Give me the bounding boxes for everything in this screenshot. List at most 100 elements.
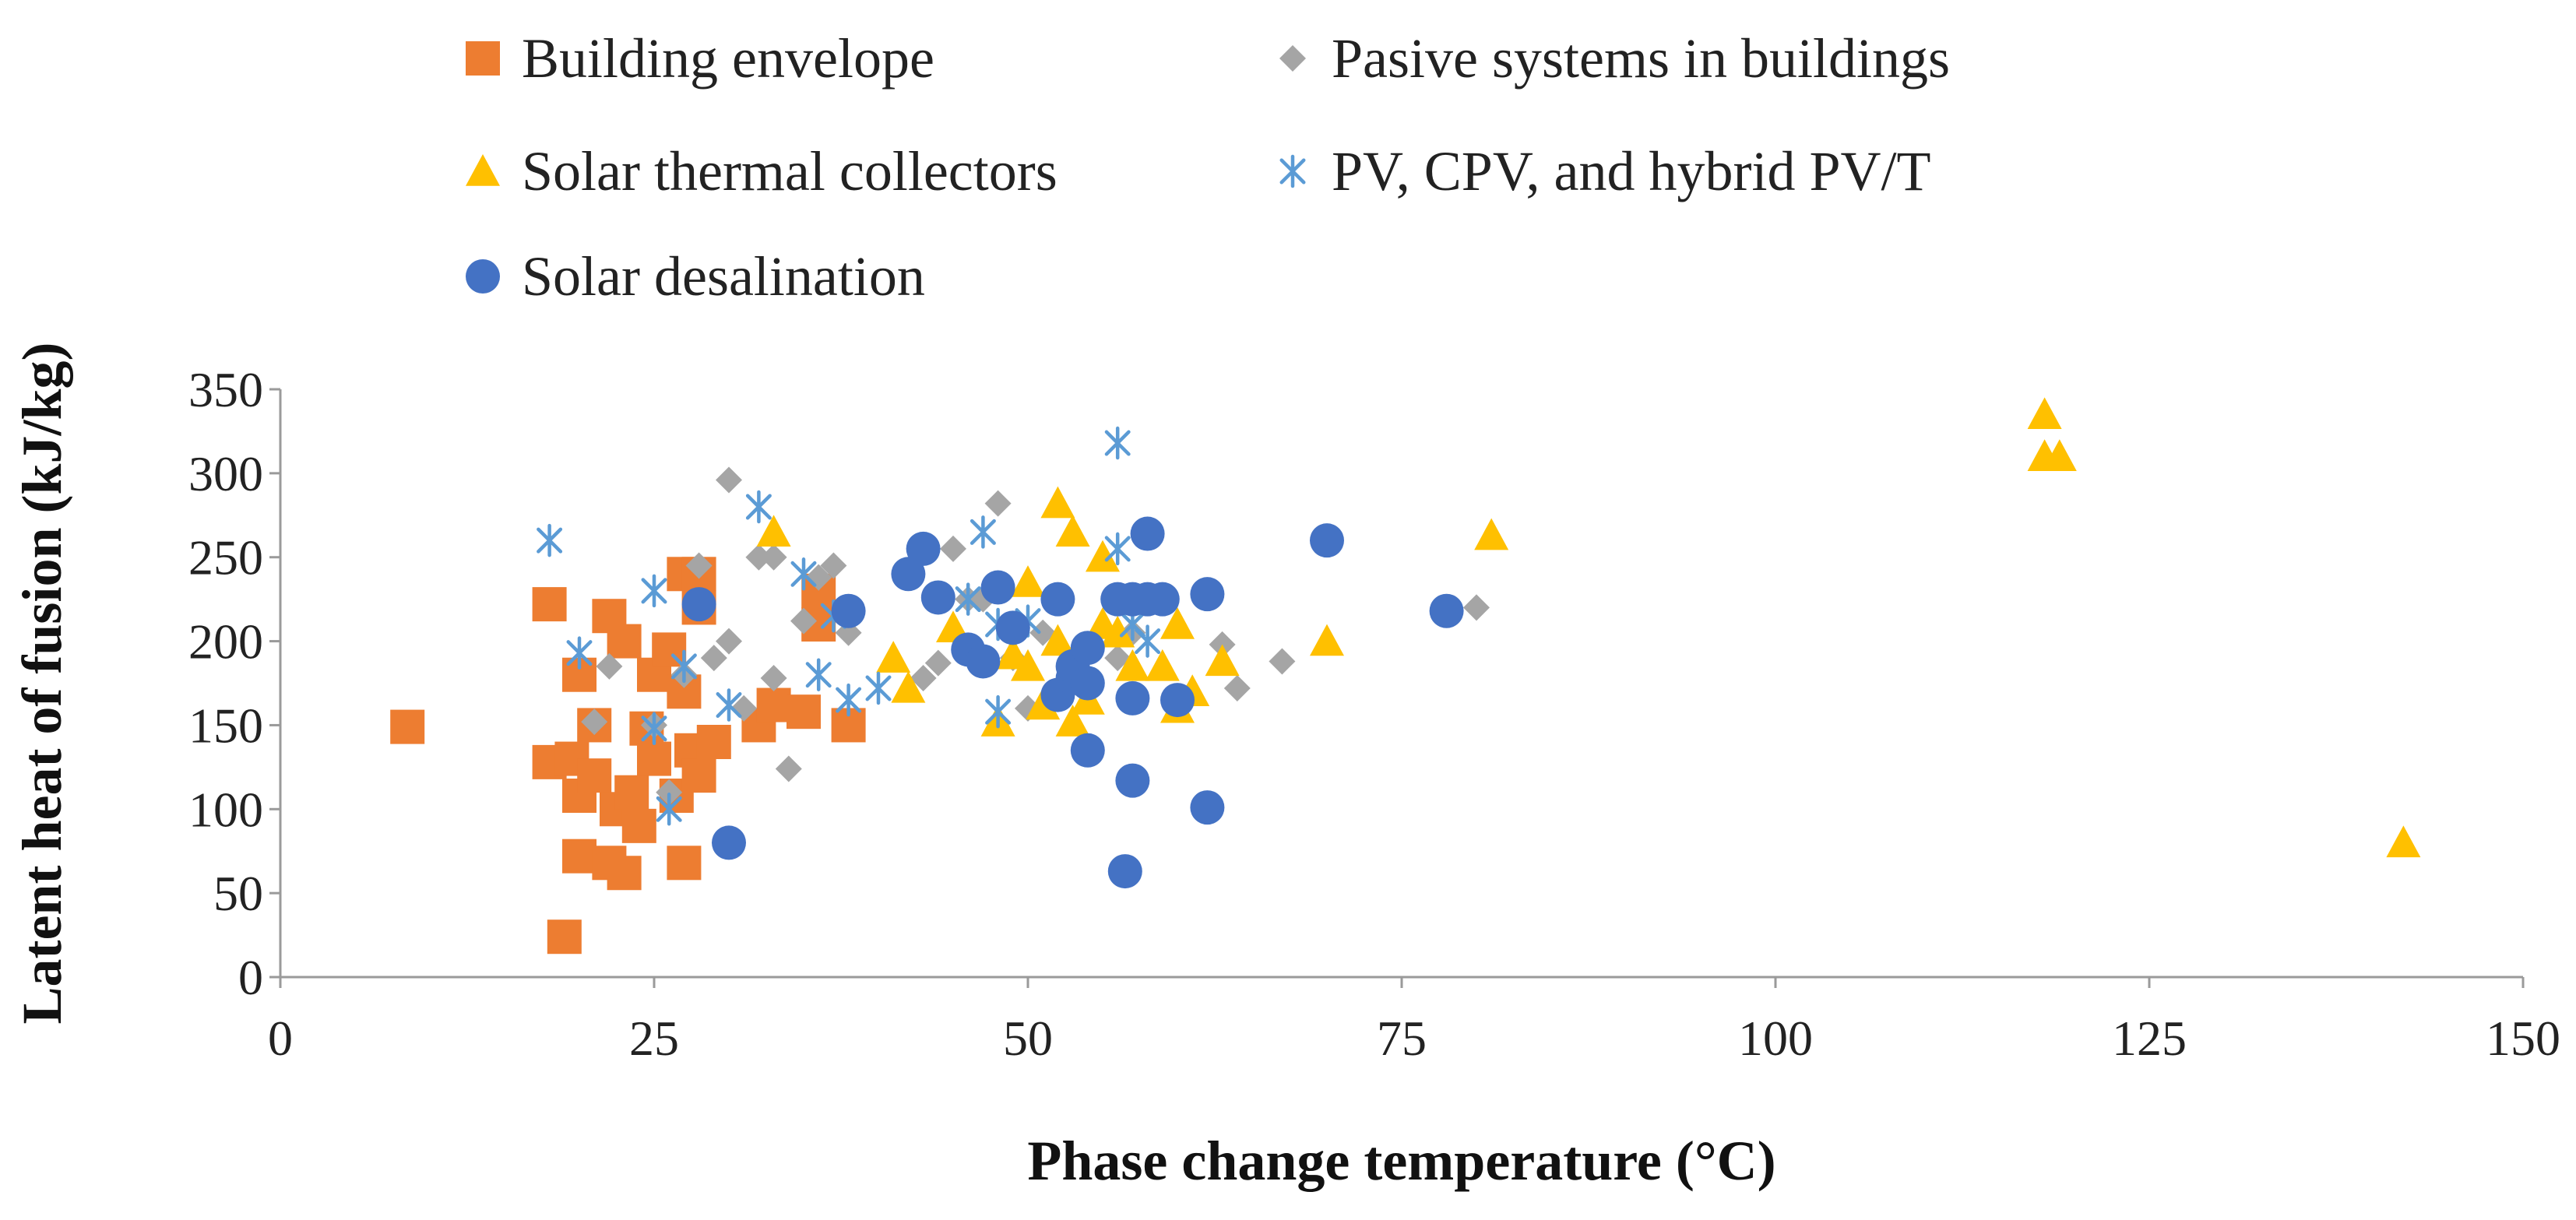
series-triangle bbox=[756, 397, 2421, 858]
data-point bbox=[537, 523, 563, 557]
data-point bbox=[607, 624, 642, 659]
data-point bbox=[745, 490, 772, 524]
data-point bbox=[1104, 645, 1131, 672]
x-axis-title: Phase change temperature (°C) bbox=[1027, 1130, 1775, 1192]
data-point bbox=[656, 793, 682, 826]
data-point bbox=[984, 490, 1012, 517]
data-point bbox=[1040, 486, 1075, 519]
data-point bbox=[920, 580, 955, 615]
data-point bbox=[1190, 790, 1225, 825]
data-point bbox=[980, 570, 1015, 605]
data-point bbox=[1026, 687, 1061, 720]
data-point bbox=[1474, 518, 1509, 550]
y-tick-label: 0 bbox=[238, 950, 263, 1005]
legend-item: PV, CPV, and hybrid PV/T bbox=[1279, 140, 1931, 202]
data-point bbox=[1205, 644, 1240, 677]
data-point bbox=[1011, 565, 1045, 597]
data-point bbox=[637, 741, 671, 776]
data-point bbox=[656, 779, 683, 806]
data-point bbox=[760, 543, 787, 571]
data-point bbox=[700, 645, 727, 672]
data-point bbox=[1055, 705, 1090, 737]
x-tick-label: 50 bbox=[1003, 1011, 1053, 1066]
data-point bbox=[1100, 615, 1135, 648]
data-point bbox=[2386, 825, 2421, 858]
data-point bbox=[562, 839, 596, 874]
data-point bbox=[696, 725, 731, 759]
data-point bbox=[1086, 540, 1120, 572]
x-tick-label: 125 bbox=[2112, 1011, 2187, 1066]
data-point bbox=[940, 535, 966, 562]
legend-label: Building envelope bbox=[522, 27, 934, 90]
y-tick-label: 350 bbox=[188, 362, 263, 417]
data-point bbox=[865, 671, 892, 705]
data-point bbox=[966, 644, 1001, 679]
legend-item: Solar desalination bbox=[466, 245, 925, 308]
data-point bbox=[532, 587, 567, 622]
data-point bbox=[1145, 649, 1180, 681]
y-tick-label: 300 bbox=[188, 446, 263, 501]
data-points bbox=[390, 397, 2421, 955]
data-point bbox=[596, 652, 623, 680]
data-point bbox=[716, 628, 742, 655]
data-point bbox=[681, 758, 716, 793]
data-point bbox=[641, 712, 667, 745]
data-point bbox=[985, 694, 1012, 729]
data-point bbox=[607, 856, 642, 891]
data-point bbox=[760, 665, 787, 692]
x-tick-label: 75 bbox=[1377, 1011, 1427, 1066]
legend-marker bbox=[466, 41, 500, 76]
data-point bbox=[1107, 854, 1142, 889]
data-point bbox=[891, 557, 926, 592]
axes: 0 25 50 75 100 125 150 0 50 100 150 200 250 300 350 bbox=[188, 362, 2560, 1066]
data-point bbox=[547, 919, 582, 955]
data-point bbox=[805, 658, 832, 691]
data-point bbox=[1115, 680, 1150, 715]
legend-marker bbox=[1279, 45, 1306, 72]
y-tick-label: 150 bbox=[188, 698, 263, 753]
data-point bbox=[716, 466, 742, 494]
data-point bbox=[790, 607, 817, 635]
data-point bbox=[820, 552, 847, 579]
y-tick-label: 200 bbox=[188, 614, 263, 670]
data-point bbox=[775, 755, 802, 782]
legend-item: Pasive systems in buildings bbox=[1279, 27, 1950, 90]
data-point bbox=[1070, 733, 1105, 768]
x-tick-label: 150 bbox=[2486, 1011, 2560, 1066]
data-point bbox=[2042, 439, 2077, 471]
data-point bbox=[1104, 532, 1131, 566]
x-tick-label: 100 bbox=[1738, 1011, 1813, 1066]
data-point bbox=[970, 515, 996, 549]
series-circle bbox=[681, 516, 1464, 889]
legend: Building envelope Pasive systems in build… bbox=[466, 27, 1950, 308]
data-point bbox=[1040, 582, 1075, 617]
data-point bbox=[1310, 624, 1344, 656]
x-tick-label: 25 bbox=[629, 1011, 679, 1066]
data-point bbox=[566, 636, 593, 670]
data-point bbox=[1145, 582, 1180, 617]
data-point bbox=[1104, 426, 1131, 460]
data-point bbox=[685, 552, 713, 579]
data-point bbox=[787, 694, 821, 730]
legend-label: Pasive systems in buildings bbox=[1332, 27, 1950, 90]
y-axis-title: Latent heat of fusion (kJ/kg) bbox=[11, 342, 73, 1024]
data-point bbox=[667, 846, 702, 881]
data-point bbox=[1269, 648, 1296, 675]
legend-marker bbox=[466, 154, 500, 186]
data-point bbox=[1115, 649, 1150, 681]
data-point bbox=[390, 709, 425, 744]
data-point bbox=[1135, 624, 1161, 658]
x-tick-label: 0 bbox=[268, 1011, 293, 1066]
y-tick-label: 100 bbox=[188, 782, 263, 837]
data-point bbox=[836, 683, 862, 717]
data-point bbox=[621, 808, 656, 843]
data-point bbox=[641, 574, 667, 608]
data-point bbox=[910, 665, 937, 692]
data-point bbox=[614, 775, 649, 810]
data-point bbox=[1160, 683, 1195, 718]
data-point bbox=[831, 593, 866, 628]
data-point bbox=[716, 688, 742, 722]
y-tick-label: 50 bbox=[213, 866, 263, 921]
y-tick-label: 250 bbox=[188, 530, 263, 585]
